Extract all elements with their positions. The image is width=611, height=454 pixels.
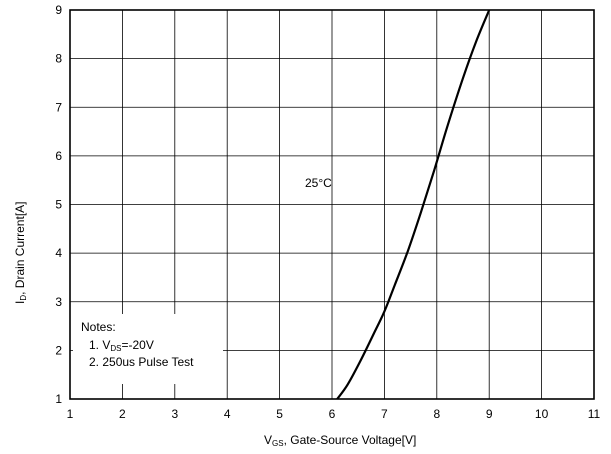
- y-tick-label-5: 6: [55, 149, 62, 163]
- x-tick-label-7: 8: [433, 407, 440, 421]
- temperature-label: 25°C: [305, 176, 332, 190]
- y-tick-label-2: 3: [55, 295, 62, 309]
- y-tick-label-3: 4: [55, 246, 62, 260]
- y-tick-label-0: 1: [55, 392, 62, 406]
- x-axis-label-subscript: GS: [272, 439, 284, 448]
- x-tick-label-1: 2: [119, 407, 126, 421]
- note-1-subscript: DS: [110, 344, 121, 353]
- series-line-0: [336, 9, 491, 400]
- x-axis-label: VGS, Gate-Source Voltage[V]: [264, 433, 416, 448]
- x-tick-label-5: 6: [329, 407, 336, 421]
- note-1-prefix: 1. V: [89, 338, 110, 352]
- y-axis-label-rest: , Drain Current[A]: [13, 202, 27, 295]
- x-tick-label-10: 11: [588, 407, 601, 421]
- plot-frame: [69, 9, 595, 400]
- x-tick-label-9: 10: [535, 407, 549, 421]
- note-1: 1. VDS=-20V: [89, 338, 154, 353]
- x-axis-label-rest: , Gate-Source Voltage[V]: [284, 433, 417, 447]
- notes-box: [73, 314, 223, 384]
- note-2: 2. 250us Pulse Test: [89, 355, 194, 369]
- y-axis-label-main: I: [13, 301, 27, 304]
- y-tick-label-6: 7: [55, 100, 62, 114]
- y-axis-label-subscript: D: [19, 295, 28, 301]
- x-tick-label-2: 3: [171, 407, 178, 421]
- series-layer: [336, 9, 491, 400]
- x-tick-label-0: 1: [67, 407, 74, 421]
- y-tick-label-4: 5: [55, 198, 62, 212]
- y-tick-label-8: 9: [55, 3, 62, 17]
- notes-title: Notes:: [81, 320, 116, 334]
- x-axis-label-main: V: [264, 433, 272, 447]
- x-tick-label-4: 5: [276, 407, 283, 421]
- x-tick-label-8: 9: [486, 407, 493, 421]
- note-1-suffix: =-20V: [121, 338, 153, 352]
- x-tick-label-3: 4: [224, 407, 231, 421]
- x-tick-label-6: 7: [381, 407, 388, 421]
- y-tick-label-1: 2: [55, 343, 62, 357]
- y-tick-label-7: 8: [55, 52, 62, 66]
- y-axis-label: ID, Drain Current[A]: [13, 202, 28, 305]
